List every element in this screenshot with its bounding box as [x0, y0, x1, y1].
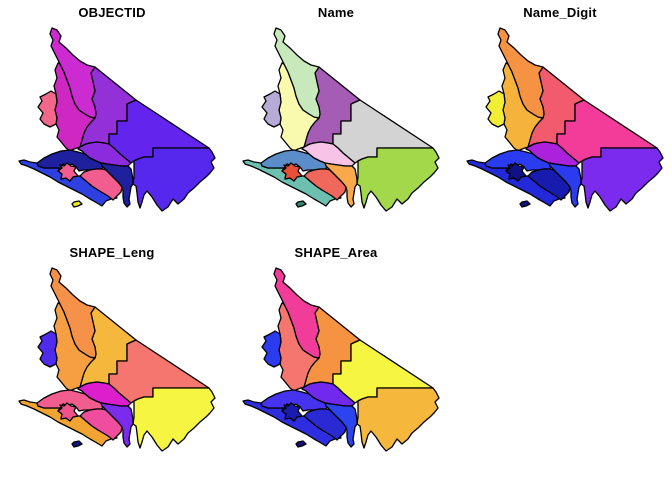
region-east-lower-block: [580, 147, 664, 212]
map-panel-name-digit: Name_Digit: [448, 0, 672, 240]
map-panel-shape-leng: SHAPE_Leng: [0, 240, 224, 480]
choropleth-map: [242, 27, 440, 212]
panel-title: Name: [317, 5, 355, 20]
choropleth-map: [18, 27, 216, 212]
region-west-blob: [261, 330, 282, 368]
panel-title: SHAPE_Area: [294, 245, 378, 260]
region-east-lower-block: [356, 147, 440, 212]
region-north-ridge: [273, 27, 321, 119]
region-south-hook: [324, 402, 358, 448]
map-panel-objectid: OBJECTID: [0, 0, 224, 240]
region-north-ridge: [49, 27, 97, 119]
region-island: [71, 440, 83, 448]
region-east-lower-block: [132, 387, 216, 452]
region-small-star: [57, 162, 79, 182]
region-west-blob: [37, 330, 58, 368]
region-east-lower-block: [132, 147, 216, 212]
region-small-star: [505, 162, 527, 182]
region-west-blob: [485, 90, 506, 128]
region-south-hook: [548, 162, 582, 208]
map-panel-name: Name: [224, 0, 448, 240]
region-island: [295, 200, 307, 208]
region-north-ridge: [49, 267, 97, 359]
region-north-ridge: [273, 267, 321, 359]
panel-title: Name_Digit: [523, 5, 597, 20]
region-island: [71, 200, 83, 208]
choropleth-map: [242, 267, 440, 452]
region-small-star: [281, 402, 303, 422]
region-small-star: [57, 402, 79, 422]
panel-title: OBJECTID: [78, 5, 146, 20]
region-south-hook: [100, 162, 134, 208]
region-small-star: [281, 162, 303, 182]
panel-title: SHAPE_Leng: [69, 245, 155, 260]
map-panel-shape-area: SHAPE_Area: [224, 240, 448, 480]
region-west-blob: [261, 90, 282, 128]
region-north-ridge: [497, 27, 545, 119]
region-south-hook: [324, 162, 358, 208]
region-island: [295, 440, 307, 448]
region-island: [519, 200, 531, 208]
choropleth-map: [18, 267, 216, 452]
choropleth-map: [466, 27, 664, 212]
region-east-lower-block: [356, 387, 440, 452]
region-west-blob: [37, 90, 58, 128]
region-south-hook: [100, 402, 134, 448]
empty-cell: [448, 240, 672, 480]
